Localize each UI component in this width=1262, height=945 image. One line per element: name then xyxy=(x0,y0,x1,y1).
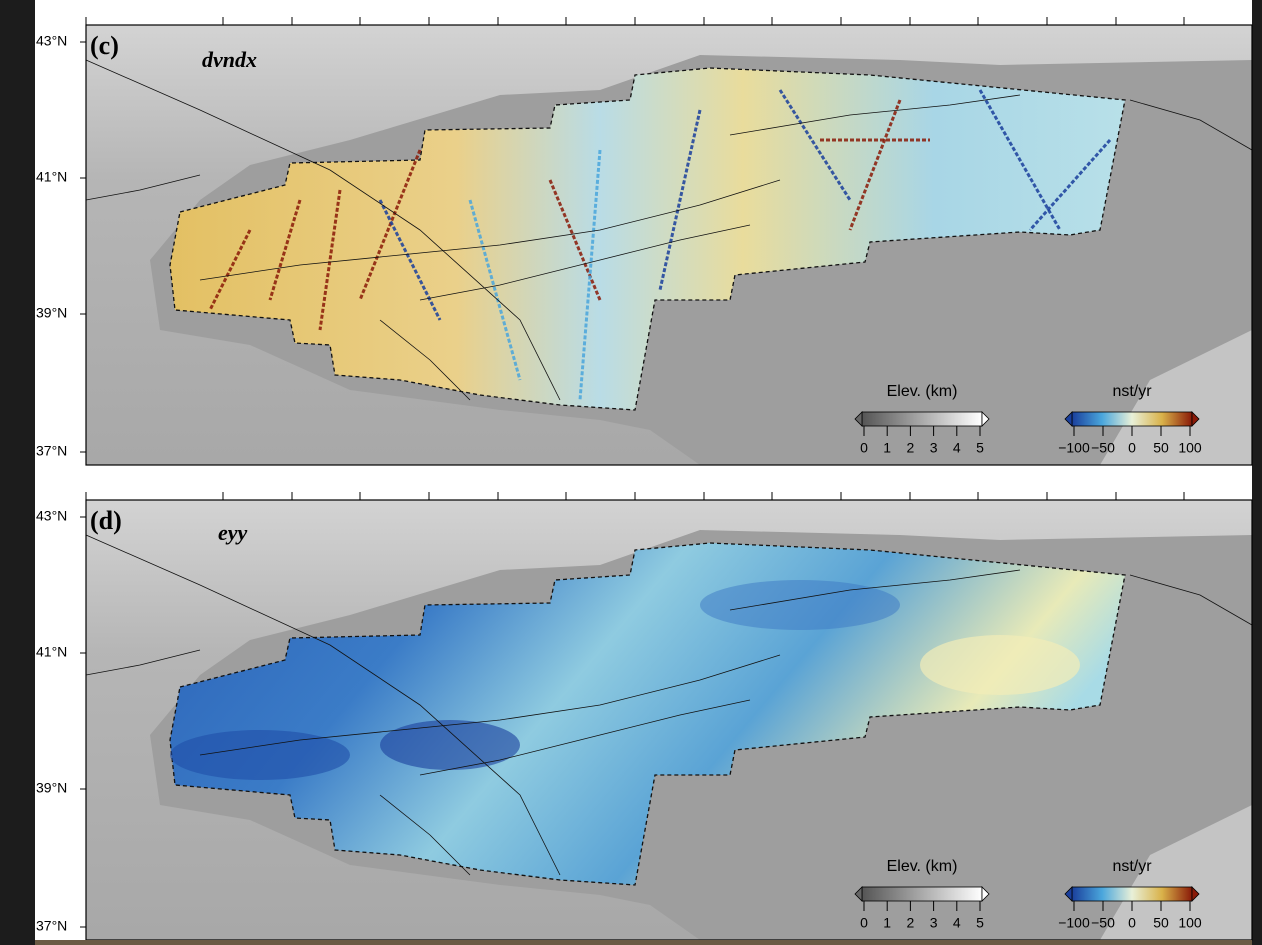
colorbar-end xyxy=(1064,411,1073,427)
colorbar-end xyxy=(1191,886,1200,902)
colorbar xyxy=(861,411,983,427)
colorbar-end xyxy=(1064,886,1073,902)
panel-label: (c) xyxy=(90,31,119,60)
bottom-strip xyxy=(35,940,1252,945)
colorbar-tick-label: 0 xyxy=(860,915,868,931)
colorbar-tick-label: 4 xyxy=(953,915,961,931)
map-frame xyxy=(85,24,1253,466)
fault-line xyxy=(419,699,751,776)
variable-name: eyy xyxy=(218,520,248,545)
mountain-relief xyxy=(1100,805,1252,940)
colorbar-tick-label: 1 xyxy=(883,915,891,931)
study-region xyxy=(169,67,1126,411)
colorbar-title: Elev. (km) xyxy=(887,858,958,875)
fault-line xyxy=(379,794,471,876)
strain-streak xyxy=(548,179,602,301)
strain-streak xyxy=(468,199,522,381)
colorbar-end xyxy=(1191,411,1200,427)
colorbar-end xyxy=(981,886,990,902)
latitude-label: 43°N xyxy=(36,33,67,49)
colorbar-tick-label: 1 xyxy=(883,440,891,456)
strain-streak xyxy=(978,89,1062,231)
colorbar xyxy=(1071,886,1193,902)
fault-line xyxy=(199,179,781,281)
latitude-label: 37°N xyxy=(36,918,67,934)
colorbar-title: Elev. (km) xyxy=(887,383,958,400)
latitude-label: 39°N xyxy=(36,780,67,796)
fault-line xyxy=(85,174,201,201)
strain-anomaly xyxy=(920,635,1080,695)
latitude-label: 37°N xyxy=(36,443,67,459)
colorbar-tick-label: 0 xyxy=(860,440,868,456)
fault-line xyxy=(1129,574,1253,626)
colorbar-tick-label: 50 xyxy=(1153,440,1169,456)
strain-anomaly xyxy=(700,580,900,630)
fault-line xyxy=(85,59,561,401)
strain-streak xyxy=(268,199,302,301)
colorbar-end xyxy=(854,411,863,427)
panel-label: (d) xyxy=(90,506,122,535)
fault-line xyxy=(85,649,201,676)
latitude-label: 41°N xyxy=(36,169,67,185)
strain-streak xyxy=(1028,139,1112,231)
colorbar-end xyxy=(854,886,863,902)
strain-streak xyxy=(658,109,702,291)
strain-streak xyxy=(778,89,852,201)
variable-name: dvndx xyxy=(202,47,257,72)
strain-anomaly xyxy=(380,720,520,770)
strain-streak xyxy=(358,149,422,301)
colorbar-tick-label: −50 xyxy=(1091,440,1115,456)
colorbar-title: nst/yr xyxy=(1112,383,1152,400)
strain-streak xyxy=(208,229,252,311)
colorbar-tick-label: 3 xyxy=(930,915,938,931)
colorbar-tick-label: 100 xyxy=(1178,440,1202,456)
colorbar-tick-label: 3 xyxy=(930,440,938,456)
colorbar-tick-label: −100 xyxy=(1058,915,1090,931)
latitude-label: 39°N xyxy=(36,305,67,321)
fault-line xyxy=(419,224,751,301)
colorbar-tick-label: −100 xyxy=(1058,440,1090,456)
colorbar-tick-label: 2 xyxy=(907,915,915,931)
colorbar-tick-label: 100 xyxy=(1178,915,1202,931)
fault-line xyxy=(85,534,561,876)
strain-streak xyxy=(318,189,342,331)
colorbar-tick-label: 0 xyxy=(1128,440,1136,456)
fault-line xyxy=(199,654,781,756)
colorbar-tick-label: 50 xyxy=(1153,915,1169,931)
colorbar-tick-label: 5 xyxy=(976,915,984,931)
fault-line xyxy=(379,319,471,401)
strain-streak xyxy=(848,99,902,231)
colorbar xyxy=(1071,411,1193,427)
study-region xyxy=(169,542,1126,886)
strain-streak xyxy=(378,199,442,321)
colorbar-tick-label: 2 xyxy=(907,440,915,456)
colorbar-end xyxy=(981,411,990,427)
strain-anomaly xyxy=(170,730,350,780)
colorbar xyxy=(861,886,983,902)
latitude-label: 43°N xyxy=(36,508,67,524)
mountain-relief xyxy=(1100,330,1252,465)
colorbar-title: nst/yr xyxy=(1112,858,1152,875)
fault-line xyxy=(729,569,1021,611)
mountain-relief xyxy=(86,25,1252,465)
mountain-relief xyxy=(86,500,1252,940)
colorbar-tick-label: 5 xyxy=(976,440,984,456)
colorbar-tick-label: 0 xyxy=(1128,915,1136,931)
fault-line xyxy=(729,94,1021,136)
colorbar-tick-label: 4 xyxy=(953,440,961,456)
latitude-label: 41°N xyxy=(36,644,67,660)
fault-line xyxy=(1129,99,1253,151)
colorbar-tick-label: −50 xyxy=(1091,915,1115,931)
